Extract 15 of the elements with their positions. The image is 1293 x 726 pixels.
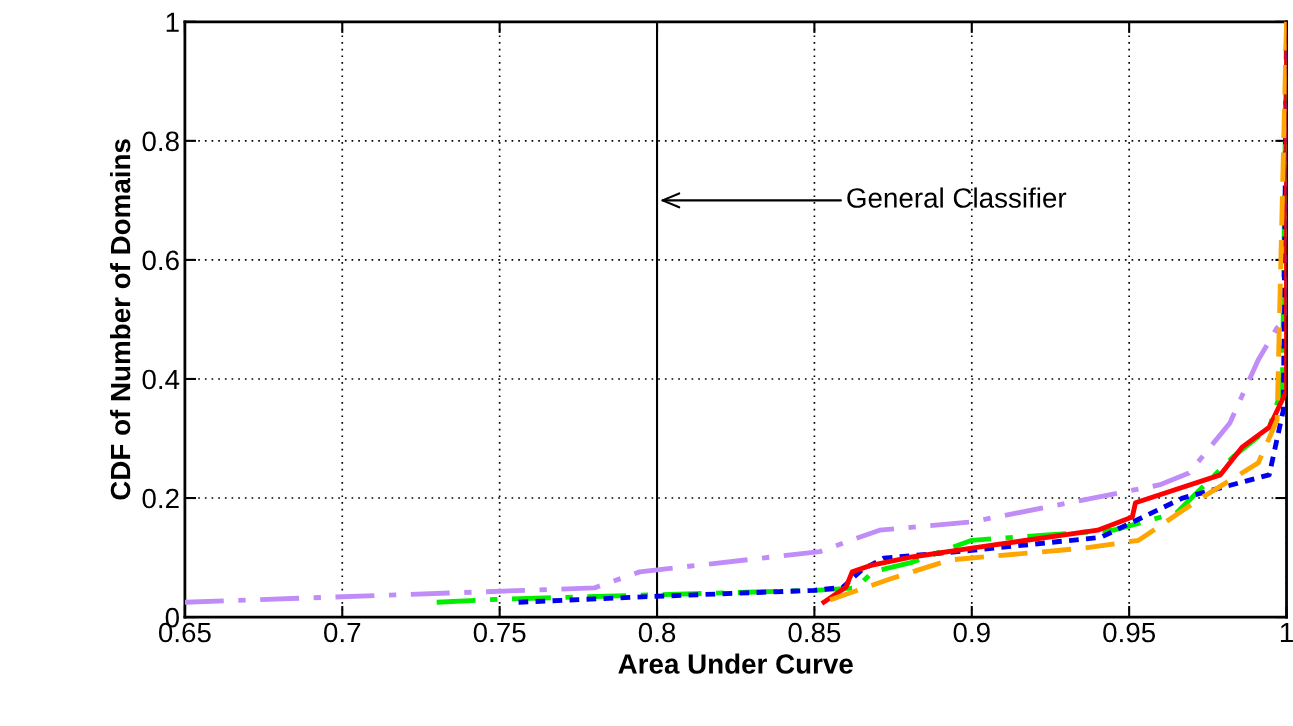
x-tick-label: 0.7 [324,622,361,643]
y-tick-label: 0.6 [142,250,179,271]
x-axis-title: Area Under Curve [618,653,853,674]
x-tick-label: 0.85 [788,622,841,643]
annotation: General Classifier [847,187,1067,208]
x-tick-label: 0.8 [638,622,676,643]
y-tick-label: 0.2 [142,488,179,509]
x-tick-label: 0.75 [473,622,526,643]
y-tick-label: 0.8 [142,131,179,152]
y-tick-label: 0.4 [142,369,180,390]
x-tick-label: 0.9 [953,622,990,643]
y-axis-title: CDF of Number of Domains [109,139,131,500]
y-tick-label: 1 [166,12,179,32]
x-tick-label: 0.95 [1103,622,1156,643]
x-tick-label: 1 [1280,622,1293,643]
